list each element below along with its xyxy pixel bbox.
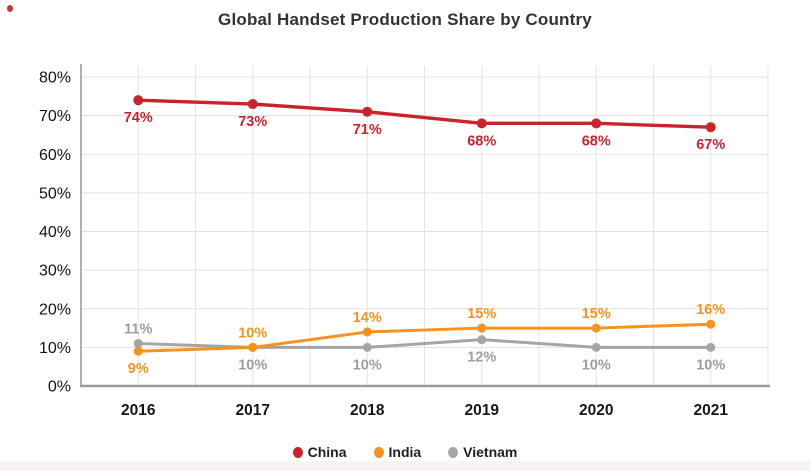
x-axis-tick-label: 2016	[121, 402, 156, 419]
legend-swatch-vietnam	[448, 446, 459, 458]
data-label-india-2017: 10%	[238, 325, 267, 341]
data-label-vietnam-2017: 10%	[238, 357, 267, 373]
data-label-india-2016: 9%	[128, 361, 149, 377]
x-axis-tick-label: 2018	[350, 402, 385, 419]
data-point-india-2020	[591, 323, 601, 333]
data-point-china-2020	[591, 118, 602, 129]
legend-swatch-china	[292, 446, 303, 458]
data-point-india-2018	[362, 327, 372, 337]
x-axis-tick-label: 2021	[694, 402, 729, 419]
data-point-vietnam-2020	[591, 342, 601, 352]
red-dot-artifact	[7, 5, 13, 12]
chart-title: Global Handset Production Share by Count…	[218, 10, 592, 29]
legend-label-vietnam: Vietnam	[463, 444, 518, 460]
y-axis-tick-label: 0%	[48, 379, 71, 396]
data-point-india-2019	[477, 323, 487, 333]
y-axis-tick-label: 10%	[39, 340, 71, 357]
data-label-vietnam-2020: 10%	[582, 357, 611, 373]
data-label-china-2018: 71%	[353, 122, 382, 138]
bottom-strip	[0, 461, 810, 471]
data-label-china-2021: 67%	[696, 137, 725, 153]
data-point-china-2021	[705, 122, 716, 133]
legend-item-vietnam: Vietnam	[448, 444, 517, 460]
data-point-vietnam-2016	[133, 339, 143, 349]
gridlines	[81, 66, 769, 386]
data-label-vietnam-2021: 10%	[696, 357, 725, 373]
legend: China India Vietnam	[0, 443, 810, 461]
data-point-china-2016	[133, 95, 144, 106]
data-label-india-2018: 14%	[353, 310, 382, 326]
data-point-china-2017	[247, 99, 258, 110]
line-chart: 0% 10% 20% 30% 40% 50% 60% 70% 80% 2016 2017 2018 20…	[39, 64, 770, 419]
data-label-india-2020: 15%	[582, 306, 611, 322]
data-point-india-2021	[706, 319, 716, 329]
series-line-india	[136, 322, 713, 353]
legend-item-india: India	[373, 444, 422, 460]
legend-label-china: China	[307, 444, 347, 460]
data-label-india-2021: 16%	[696, 302, 725, 318]
data-label-vietnam-2019: 12%	[467, 350, 496, 366]
x-axis-tick-label: 2017	[236, 402, 270, 419]
data-point-vietnam-2021	[706, 342, 716, 352]
data-point-india-2017	[248, 342, 258, 352]
legend-item-china: China	[292, 444, 347, 460]
y-axis-tick-label: 70%	[39, 108, 71, 125]
x-axis-tick-label: 2020	[579, 402, 613, 419]
legend-label-india: India	[388, 444, 422, 460]
data-label-vietnam-2018: 10%	[353, 357, 382, 373]
data-label-china-2020: 68%	[582, 133, 611, 149]
legend-swatch-india	[373, 446, 384, 458]
data-label-vietnam-2016: 11%	[124, 322, 152, 338]
data-label-china-2016: 74%	[124, 110, 153, 126]
data-point-china-2018	[362, 106, 373, 117]
series-line-china	[136, 98, 713, 129]
x-axis-tick-label: 2019	[465, 402, 500, 419]
y-axis-tick-label: 40%	[39, 224, 71, 241]
y-axis-tick-label: 50%	[39, 185, 71, 202]
data-label-india-2019: 15%	[467, 306, 496, 322]
data-point-india-2016	[133, 346, 143, 356]
y-axis-tick-label: 80%	[39, 70, 71, 87]
y-axis-tick-label: 20%	[39, 301, 71, 318]
data-point-vietnam-2019	[477, 335, 487, 345]
data-label-china-2017: 73%	[238, 114, 267, 130]
data-label-china-2019: 68%	[467, 133, 496, 149]
y-axis-tick-label: 60%	[39, 147, 71, 164]
data-point-vietnam-2018	[362, 342, 372, 352]
y-axis-tick-label: 30%	[39, 263, 71, 280]
data-point-china-2019	[476, 118, 487, 129]
